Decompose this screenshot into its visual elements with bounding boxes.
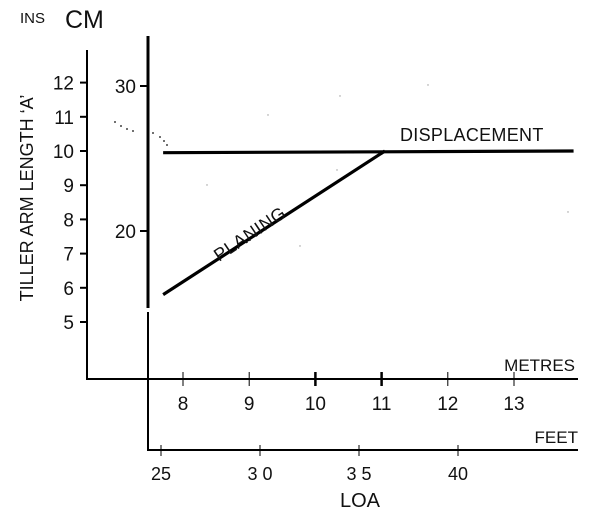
feet-tick-label: 3 5 <box>346 464 371 484</box>
inches-tick-label: 12 <box>53 74 74 95</box>
speck-dot <box>159 136 161 138</box>
x-axis-title: LOA <box>340 490 381 512</box>
feet-unit-label: FEET <box>535 428 578 447</box>
inches-tick-label: 7 <box>63 245 74 266</box>
inches-tick-label: 5 <box>63 313 74 334</box>
metres-tick-label: 11 <box>372 394 392 415</box>
inches-unit-label: INS <box>20 10 45 27</box>
inches-tick-label: 8 <box>63 210 74 231</box>
speck-dot <box>152 132 154 134</box>
speck-dot <box>206 184 208 186</box>
inches-tick-label: 11 <box>54 108 74 129</box>
speck-dot <box>299 245 301 247</box>
cm-tick-label: 30 <box>115 77 136 98</box>
speck-dot <box>567 211 569 213</box>
speck-dot <box>339 95 341 97</box>
metres-tick-label: 8 <box>178 394 189 415</box>
speck-dot <box>166 144 168 146</box>
metres-tick-label: 12 <box>437 394 458 415</box>
cm-tick-label: 20 <box>115 222 136 243</box>
inches-tick-label: 9 <box>63 176 74 197</box>
decorative-specks <box>114 84 569 247</box>
y-axis-title: TILLER ARM LENGTH ‘A’ <box>17 95 37 302</box>
metres-tick-label: 13 <box>503 394 524 415</box>
metres-tick-label: 9 <box>244 394 255 415</box>
planing-series-label: PLANING <box>210 203 290 266</box>
metres-tick-label: 10 <box>305 394 326 415</box>
chart-series <box>162 149 574 296</box>
displacement-series-label: DISPLACEMENT <box>400 125 544 145</box>
series-labels: PLANING DISPLACEMENT <box>210 125 544 266</box>
speck-dot <box>114 121 116 123</box>
feet-tick-label: 3 0 <box>247 464 272 484</box>
tick-labels: 12 11 10 9 8 7 6 5 30 20 8 9 10 11 12 13 25 3 0 3 5 40 <box>53 74 525 484</box>
planing-line <box>162 149 386 296</box>
speck-dot <box>120 125 122 127</box>
displacement-line <box>163 149 574 155</box>
feet-tick-label: 25 <box>151 464 171 484</box>
speck-dot <box>336 169 338 171</box>
feet-tick-label: 40 <box>448 464 468 484</box>
metres-unit-label: METRES <box>504 356 575 375</box>
centimetres-unit-label: CM <box>65 6 104 34</box>
speck-dot <box>163 140 165 142</box>
speck-dot <box>267 114 269 116</box>
inches-tick-label: 6 <box>63 279 74 300</box>
speck-dot <box>132 130 134 132</box>
inches-tick-label: 10 <box>53 142 74 163</box>
speck-dot <box>126 128 128 130</box>
speck-dot <box>427 84 429 86</box>
chart-ticks <box>80 81 515 456</box>
chart-axes <box>86 36 578 451</box>
